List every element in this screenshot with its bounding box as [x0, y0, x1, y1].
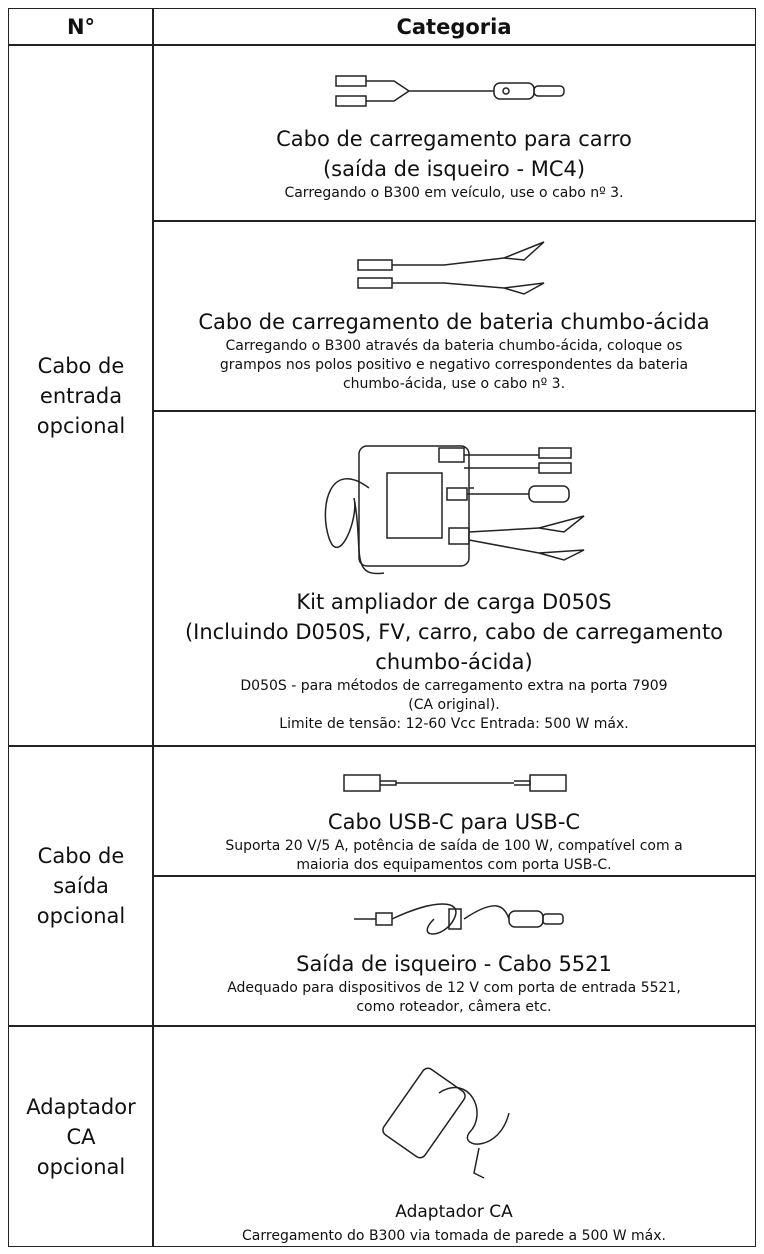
group-label-line: Cabo de: [37, 844, 125, 868]
item-title: Cabo de carregamento para carro: [276, 127, 632, 151]
item-cell: Saída de isqueiro - Cabo 5521 Adequado pa…: [152, 876, 756, 1026]
group-label-line: CA: [66, 1124, 96, 1149]
item-title: chumbo-ácida): [375, 650, 533, 674]
item-title: Kit ampliador de carga D050S: [296, 590, 612, 614]
item-description: (CA original).: [408, 697, 500, 713]
item-cell: Kit ampliador de carga D050S (Incluindo D…: [152, 411, 756, 746]
group-label-line: opcional: [36, 1154, 126, 1179]
item-cell: Cabo de carregamento de bateria chumbo-á…: [152, 221, 756, 411]
item-description: maioria dos equipamentos com porta USB-C…: [296, 857, 612, 873]
group-label: Cabo de saída opcional: [8, 746, 154, 1026]
item-description: Suporta 20 V/5 A, potência de saída de 1…: [225, 838, 683, 854]
item-description: Adequado para dispositivos de 12 V com p…: [227, 980, 681, 996]
group-label: Adaptador CA opcional: [8, 1026, 154, 1247]
item-description: D050S - para métodos de carregamento ext…: [240, 678, 668, 694]
item-icon: [334, 58, 574, 124]
group-label-line: Adaptador: [26, 1094, 136, 1119]
item-description: chumbo-ácida, use o cabo nº 3.: [342, 376, 566, 392]
item-description: Carregando o B300 através da bateria chu…: [225, 338, 683, 354]
group-label-line: saída: [53, 874, 109, 898]
item-icon: [379, 1039, 529, 1197]
item-icon: [334, 759, 574, 807]
group-label-line: opcional: [36, 413, 126, 438]
group-label-line: entrada: [39, 383, 123, 408]
group-label: Cabo de entrada opcional: [8, 45, 154, 746]
item-description: Carregamento do B300 via tomada de pared…: [242, 1228, 666, 1244]
group-label-line: Cabo de: [37, 353, 125, 378]
item-description: Carregando o B300 em veículo, use o cabo…: [284, 185, 624, 201]
group-label-line: opcional: [36, 904, 126, 928]
item-cell: Adaptador CA Carregamento do B300 via tom…: [152, 1026, 756, 1247]
header-col2: Categoria: [152, 8, 756, 45]
item-title: Cabo USB-C para USB-C: [327, 810, 581, 834]
item-icon: [354, 234, 554, 307]
item-title: (saída de isqueiro - MC4): [322, 157, 586, 181]
item-title: Adaptador CA: [395, 1202, 513, 1222]
item-title: Saída de isqueiro - Cabo 5521: [296, 952, 612, 976]
header-col1: N°: [8, 8, 154, 45]
item-description: como roteador, câmera etc.: [356, 999, 552, 1015]
item-icon: [309, 424, 599, 587]
item-cell: Cabo USB-C para USB-C Suporta 20 V/5 A, p…: [152, 746, 756, 876]
item-icon: [334, 889, 574, 949]
item-title: (Incluindo D050S, FV, carro, cabo de car…: [184, 620, 724, 644]
item-description: grampos nos polos positivo e negativo co…: [219, 357, 689, 373]
item-description: Limite de tensão: 12-60 Vcc Entrada: 500…: [279, 716, 629, 732]
item-title: Cabo de carregamento de bateria chumbo-á…: [198, 310, 710, 334]
item-cell: Cabo de carregamento para carro (saída de…: [152, 45, 756, 221]
